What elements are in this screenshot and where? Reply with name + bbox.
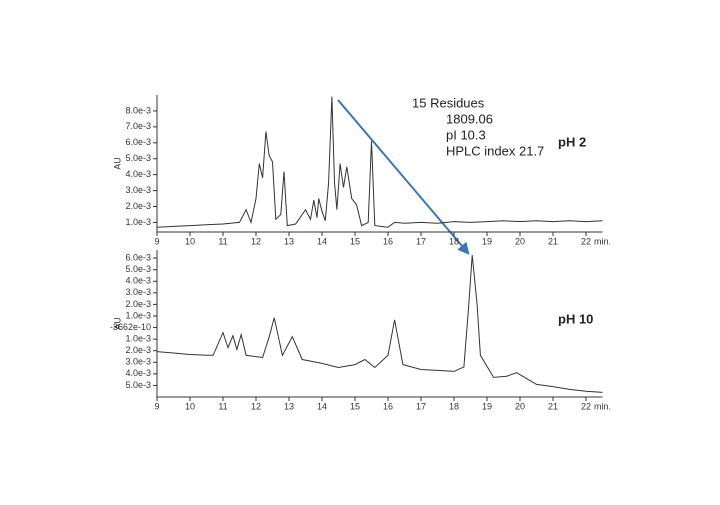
x-tick-label: 17 — [416, 236, 426, 246]
panel-label: pH 10 — [558, 311, 593, 326]
arrow — [337, 99, 470, 255]
y-tick-label: 3.0e-3 — [125, 357, 151, 367]
annotation: 1809.06 — [446, 111, 493, 126]
y-tick-label: 2.0e-3 — [125, 299, 151, 309]
x-tick-label: 19 — [482, 401, 492, 411]
x-tick-label: 18 — [449, 401, 459, 411]
y-tick-label: 6.0e-3 — [125, 252, 151, 262]
y-tick-label: 4.0e-3 — [125, 276, 151, 286]
trace — [156, 255, 603, 393]
y-tick-label: 3.0e-3 — [125, 185, 151, 195]
x-unit: min. — [594, 401, 611, 411]
y-tick-label: 7.0e-3 — [125, 121, 151, 131]
y-tick-label: -3662e-10 — [110, 322, 151, 332]
y-tick-label: 5.0e-3 — [125, 264, 151, 274]
x-unit: min. — [594, 236, 611, 246]
y-tick-label: 6.0e-3 — [125, 137, 151, 147]
x-tick-label: 10 — [185, 236, 195, 246]
x-tick-label: 21 — [548, 401, 558, 411]
y-tick-label: 4.0e-3 — [125, 368, 151, 378]
annotation: pI 10.3 — [446, 127, 486, 142]
x-tick-label: 13 — [284, 236, 294, 246]
trace — [156, 96, 603, 228]
x-tick-label: 11 — [218, 401, 227, 411]
x-tick-label: 20 — [515, 236, 525, 246]
panel-label: pH 2 — [558, 134, 586, 149]
y-tick-label: 4.0e-3 — [125, 169, 151, 179]
y-tick-label: 8.0e-3 — [125, 105, 151, 115]
x-tick-label: 16 — [383, 401, 393, 411]
y-tick-label: 1.0e-3 — [125, 334, 151, 344]
x-tick-label: 18 — [449, 236, 459, 246]
y-tick-label: 2.0e-3 — [125, 201, 151, 211]
x-tick-label: 16 — [383, 236, 393, 246]
x-tick-label: 15 — [350, 236, 360, 246]
y-tick-label: 1.0e-3 — [125, 310, 151, 320]
y-tick-label: 2.0e-3 — [125, 345, 151, 355]
x-tick-label: 20 — [515, 401, 525, 411]
x-tick-label: 22 — [581, 236, 591, 246]
x-tick-label: 12 — [251, 236, 261, 246]
x-tick-label: 9 — [154, 401, 159, 411]
x-tick-label: 19 — [482, 236, 492, 246]
x-tick-label: 14 — [317, 236, 327, 246]
x-tick-label: 12 — [251, 401, 261, 411]
y-axis-label: AU — [112, 317, 122, 330]
x-tick-label: 10 — [185, 401, 195, 411]
y-tick-label: 3.0e-3 — [125, 287, 151, 297]
x-tick-label: 11 — [218, 236, 227, 246]
x-tick-label: 22 — [581, 401, 591, 411]
x-tick-label: 9 — [154, 236, 159, 246]
y-tick-label: 5.0e-3 — [125, 380, 151, 390]
x-tick-label: 21 — [548, 236, 558, 246]
annotation: 15 Residues — [412, 95, 485, 110]
x-tick-label: 14 — [317, 401, 327, 411]
annotation: HPLC index 21.7 — [446, 143, 544, 158]
y-tick-label: 1.0e-3 — [125, 217, 151, 227]
y-tick-label: 5.0e-3 — [125, 153, 151, 163]
y-axis-label: AU — [112, 157, 122, 170]
x-tick-label: 17 — [416, 401, 426, 411]
x-tick-label: 15 — [350, 401, 360, 411]
x-tick-label: 13 — [284, 401, 294, 411]
